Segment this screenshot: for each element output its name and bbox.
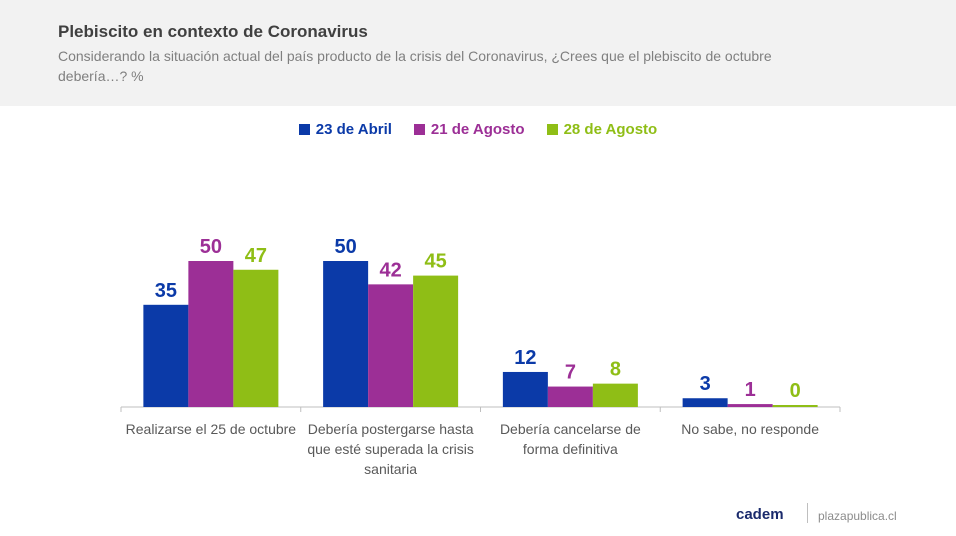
bar-1-series-0 <box>323 261 369 407</box>
legend-swatch-series-1 <box>413 124 425 135</box>
category-label-3-line-0: No sabe, no responde <box>681 421 819 437</box>
bar-3-series-2 <box>772 405 818 407</box>
data-label-0-series-2: 47 <box>245 245 267 267</box>
bar-0-series-1 <box>188 261 234 407</box>
legend-label-series-1: 21 de Agosto <box>430 121 525 138</box>
bar-2-series-0 <box>502 371 548 407</box>
data-label-1-series-1: 42 <box>380 259 402 281</box>
bar-1-series-2 <box>413 275 459 407</box>
category-label-1-line-1: que esté superada la crisis <box>307 441 474 457</box>
category-label-1-line-2: sanitaria <box>364 461 417 477</box>
legend-swatch-series-2 <box>546 124 558 135</box>
legend-swatch-series-0 <box>298 124 310 135</box>
data-label-2-series-0: 12 <box>514 347 536 369</box>
data-label-2-series-2: 8 <box>610 359 621 381</box>
category-label-2-line-1: forma definitiva <box>523 441 618 457</box>
legend-item-series-0: 23 de Abril <box>298 121 392 138</box>
data-label-3-series-2: 0 <box>790 380 801 402</box>
chart-subtitle: Considerando la situación actual del paí… <box>58 48 772 84</box>
cadem-logo: cadem <box>736 506 784 523</box>
data-label-0-series-0: 35 <box>155 280 177 302</box>
category-label-2-line-0: Debería cancelarse de <box>500 421 641 437</box>
footer-divider <box>807 503 808 523</box>
bar-0-series-2 <box>233 269 279 407</box>
bar-2-series-2 <box>592 383 638 407</box>
legend-item-series-2: 28 de Agosto <box>546 121 658 138</box>
category-label-1-line-0: Debería postergarse hasta <box>308 421 474 437</box>
category-label-0-line-0: Realizarse el 25 de octubre <box>126 421 297 437</box>
footer-site: plazapublica.cl <box>818 509 897 523</box>
bar-1-series-1 <box>368 284 414 407</box>
bar-3-series-0 <box>682 398 728 407</box>
data-label-1-series-0: 50 <box>335 236 357 258</box>
bar-0-series-0 <box>143 304 189 407</box>
legend-item-series-1: 21 de Agosto <box>413 121 525 138</box>
data-label-2-series-1: 7 <box>565 362 576 384</box>
data-label-0-series-1: 50 <box>200 236 222 258</box>
data-label-1-series-2: 45 <box>425 251 447 273</box>
legend-label-series-2: 28 de Agosto <box>563 121 658 138</box>
bar-3-series-1 <box>727 404 773 407</box>
header-band: Plebiscito en contexto de Coronavirus Co… <box>0 0 956 106</box>
legend: 23 de Abril 21 de Agosto 28 de Agosto <box>0 121 956 138</box>
data-label-3-series-1: 1 <box>745 379 756 401</box>
chart-title: Plebiscito en contexto de Coronavirus <box>58 22 368 41</box>
legend-label-series-0: 23 de Abril <box>315 121 392 138</box>
data-label-3-series-0: 3 <box>700 373 711 395</box>
bar-2-series-1 <box>547 386 593 407</box>
